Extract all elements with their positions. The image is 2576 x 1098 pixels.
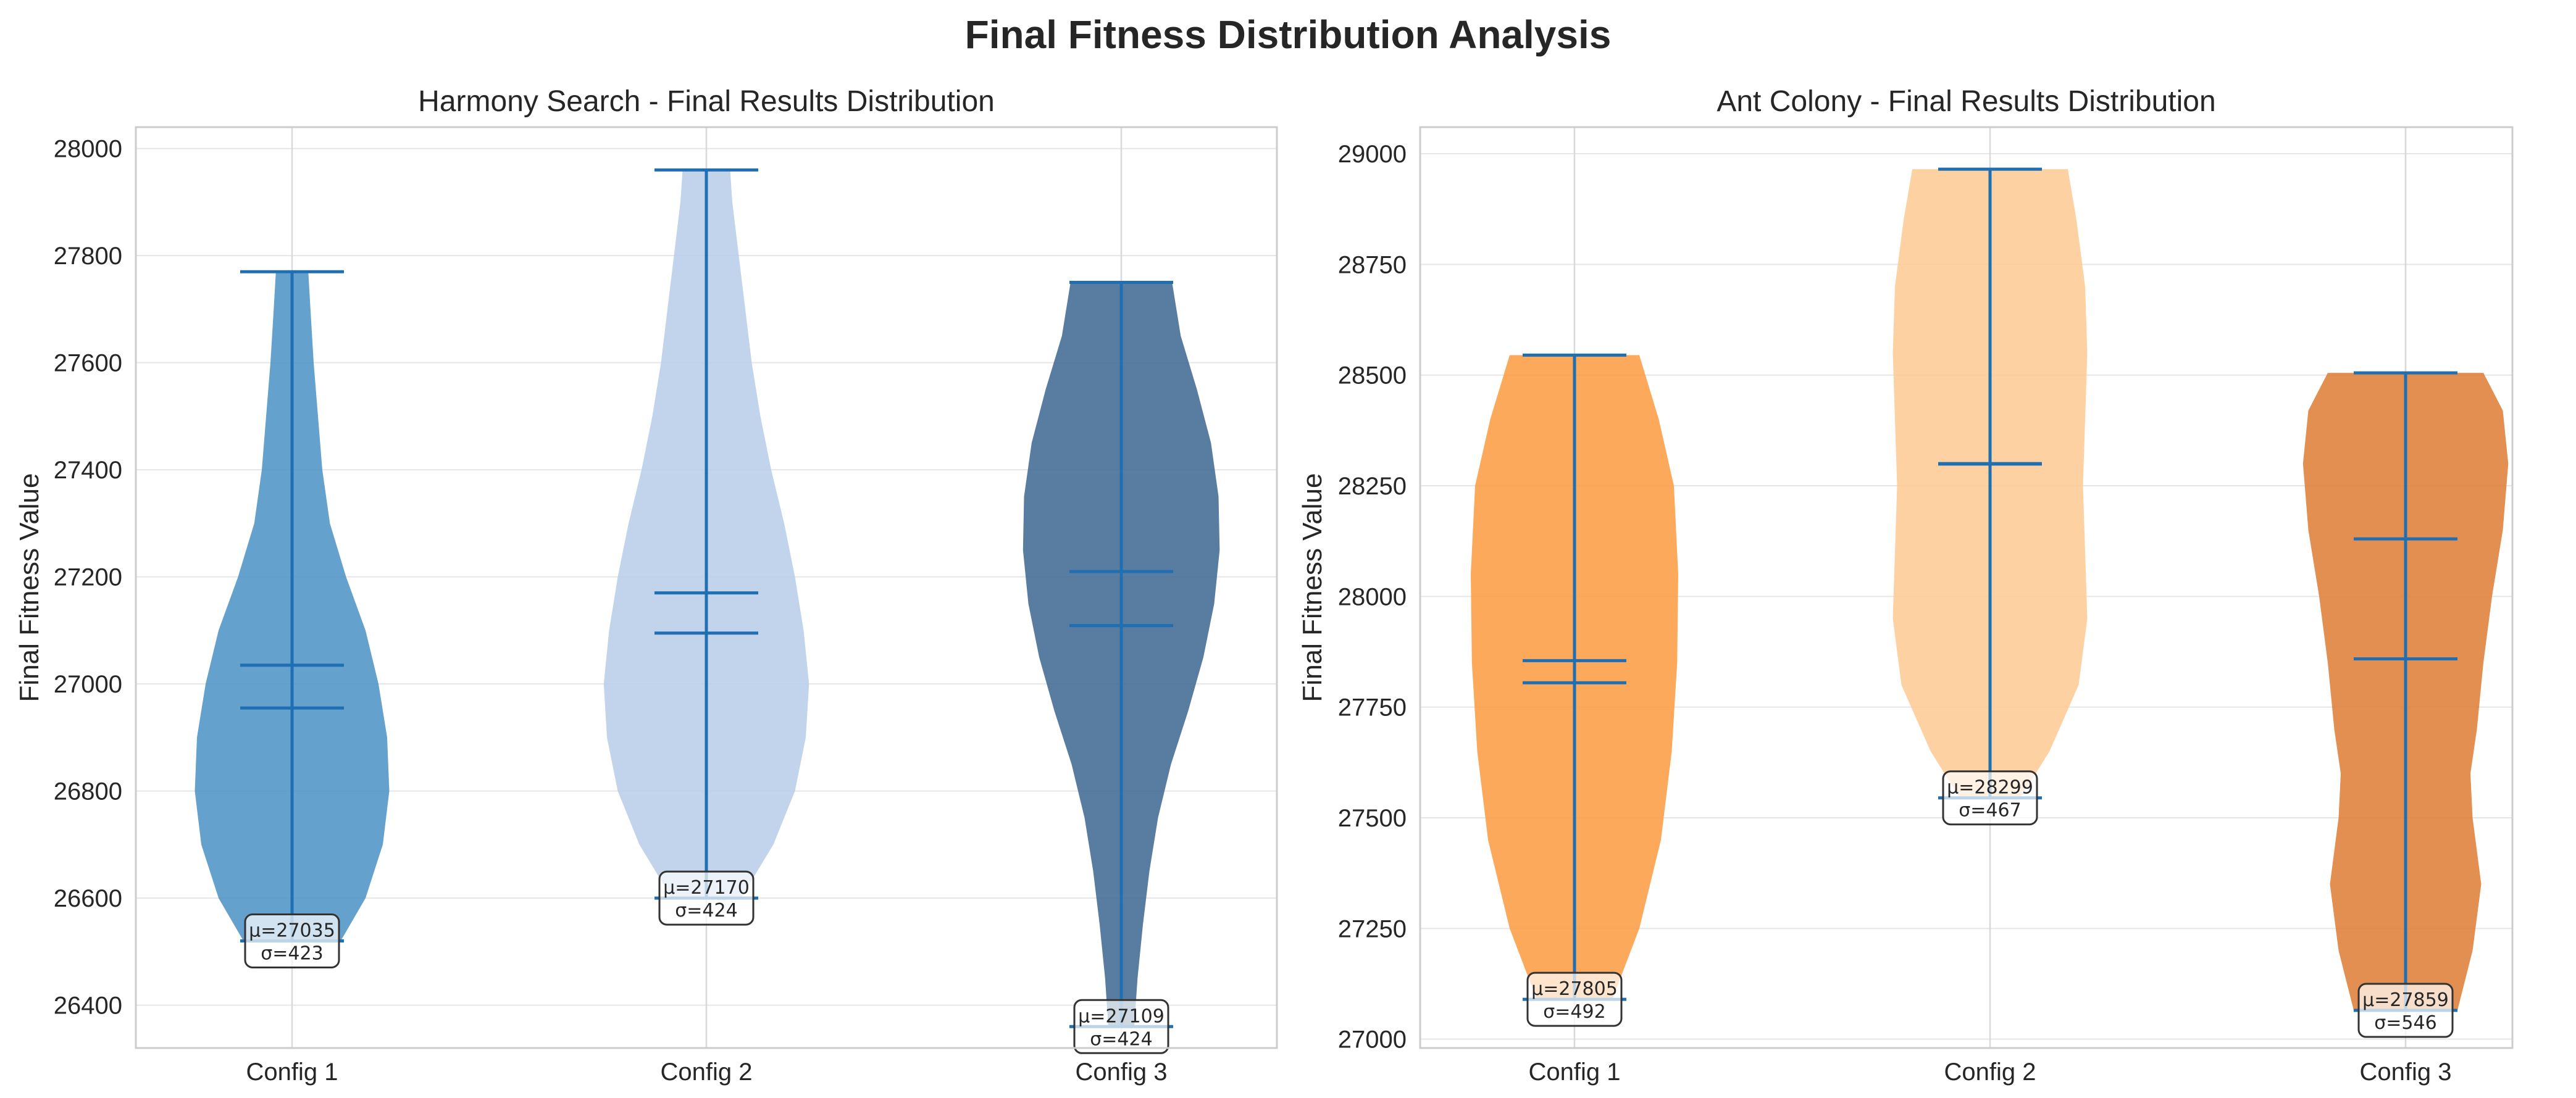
y-tick-label: 27800 bbox=[54, 243, 122, 270]
y-tick-label: 28500 bbox=[1338, 362, 1407, 389]
y-tick-label: 27400 bbox=[54, 457, 122, 484]
stat-mean-label: μ=27035 bbox=[249, 920, 335, 942]
y-tick-label: 29000 bbox=[1338, 141, 1407, 168]
plot-frame bbox=[1419, 126, 2514, 1049]
x-tick-label: Config 2 bbox=[1944, 1058, 2036, 1086]
y-tick-label: 27250 bbox=[1338, 915, 1407, 942]
y-tick-label: 27000 bbox=[54, 671, 122, 698]
y-tick-label: 28000 bbox=[1338, 583, 1407, 610]
stat-std-label: σ=492 bbox=[1543, 1001, 1605, 1023]
stat-box bbox=[2357, 983, 2454, 1038]
x-tick-label: Config 3 bbox=[2360, 1058, 2452, 1086]
y-tick-label: 27500 bbox=[1338, 805, 1407, 832]
x-tick-label: Config 3 bbox=[1076, 1058, 1168, 1086]
chart-title: Harmony Search - Final Results Distribut… bbox=[418, 85, 995, 118]
y-tick-label: 28250 bbox=[1338, 473, 1407, 500]
stat-mean-label: μ=27859 bbox=[2362, 989, 2449, 1011]
stat-mean-label: μ=27805 bbox=[1531, 978, 1618, 1000]
x-tick-label: Config 2 bbox=[661, 1058, 753, 1086]
y-tick-label: 28000 bbox=[54, 136, 122, 163]
y-tick-label: 27200 bbox=[54, 564, 122, 591]
stat-mean-label: μ=27170 bbox=[663, 877, 750, 899]
stat-box bbox=[1942, 770, 2038, 826]
figure-title: Final Fitness Distribution Analysis bbox=[965, 12, 1612, 57]
y-tick-label: 26600 bbox=[54, 885, 122, 912]
stat-box bbox=[1073, 999, 1169, 1054]
y-tick-label: 27750 bbox=[1338, 694, 1407, 722]
stat-mean-label: μ=27109 bbox=[1078, 1005, 1165, 1027]
y-tick-label: 26400 bbox=[54, 992, 122, 1020]
x-tick-label: Config 1 bbox=[1529, 1058, 1621, 1086]
stat-std-label: σ=424 bbox=[675, 900, 737, 921]
stat-std-label: σ=467 bbox=[1959, 800, 2021, 821]
stat-box bbox=[1526, 971, 1623, 1027]
stat-mean-label: μ=28299 bbox=[1947, 777, 2033, 799]
y-tick-label: 27600 bbox=[54, 350, 122, 377]
x-tick-label: Config 1 bbox=[246, 1058, 338, 1086]
stat-std-label: σ=424 bbox=[1090, 1028, 1152, 1050]
stat-std-label: σ=423 bbox=[261, 943, 323, 965]
y-axis-label: Final Fitness Value bbox=[14, 473, 44, 702]
y-tick-label: 28750 bbox=[1338, 251, 1407, 278]
y-axis-label: Final Fitness Value bbox=[1297, 473, 1328, 702]
stat-std-label: σ=546 bbox=[2374, 1012, 2436, 1034]
plot-frame bbox=[135, 126, 1278, 1049]
chart-title: Ant Colony - Final Results Distribution bbox=[1717, 85, 2215, 118]
chart-panel-2: 27000 27250 27500 27750 28000 28250 28500 28750… bbox=[1297, 85, 2514, 1086]
chart-panels: 26400 26600 26800 27000 27200 27400 27600 27800… bbox=[14, 85, 2514, 1086]
stat-box bbox=[658, 870, 755, 926]
stat-box bbox=[244, 913, 340, 969]
chart-panel-1: 26400 26600 26800 27000 27200 27400 27600 27800… bbox=[14, 85, 1278, 1086]
y-tick-label: 26800 bbox=[54, 778, 122, 805]
y-tick-label: 27000 bbox=[1338, 1026, 1407, 1054]
